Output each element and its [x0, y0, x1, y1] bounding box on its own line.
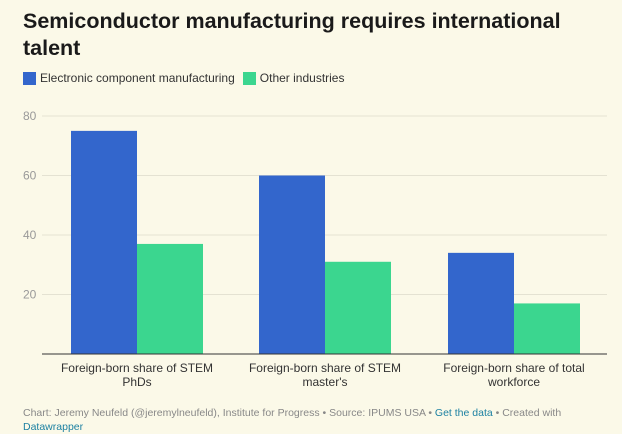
legend-item-other: Other industries: [242, 71, 345, 85]
legend-item-electronic: Electronic component manufacturing: [23, 71, 235, 85]
bar-electronic: [259, 175, 325, 354]
bar-electronic: [448, 252, 514, 354]
bar-electronic: [71, 130, 137, 354]
legend-swatch-other: [242, 71, 256, 85]
y-tick-label: 60: [23, 169, 37, 183]
legend-swatch-electronic: [23, 71, 36, 85]
datawrapper-link[interactable]: Datawrapper: [23, 420, 84, 433]
bar-other: [325, 261, 391, 354]
x-tick-label: master's: [303, 375, 348, 389]
legend-label-other: Other industries: [259, 71, 345, 85]
x-tick-label: Foreign-born share of STEM: [249, 361, 401, 375]
bar-other: [137, 243, 203, 354]
y-tick-label: 80: [23, 109, 37, 123]
legend-label-electronic: Electronic component manufacturing: [40, 71, 235, 85]
y-tick-label: 40: [23, 228, 37, 242]
legend: Electronic component manufacturing Other…: [23, 71, 352, 85]
chart-title: Semiconductor manufacturing requires int…: [23, 9, 561, 60]
bar-other: [514, 303, 580, 354]
x-tick-label: Foreign-born share of total: [443, 361, 584, 375]
footer-credit: Chart: Jeremy Neufeld (@jeremylneufeld),…: [23, 407, 435, 419]
x-tick-label: Foreign-born share of STEM: [61, 361, 213, 375]
x-tick-label: workforce: [487, 375, 540, 389]
get-data-link[interactable]: Get the data: [434, 407, 493, 419]
y-tick-label: 20: [23, 288, 37, 302]
x-tick-label: PhDs: [122, 375, 151, 389]
chart-footer: Chart: Jeremy Neufeld (@jeremylneufeld),…: [23, 407, 603, 434]
footer-created-with: • Created with: [492, 407, 562, 419]
